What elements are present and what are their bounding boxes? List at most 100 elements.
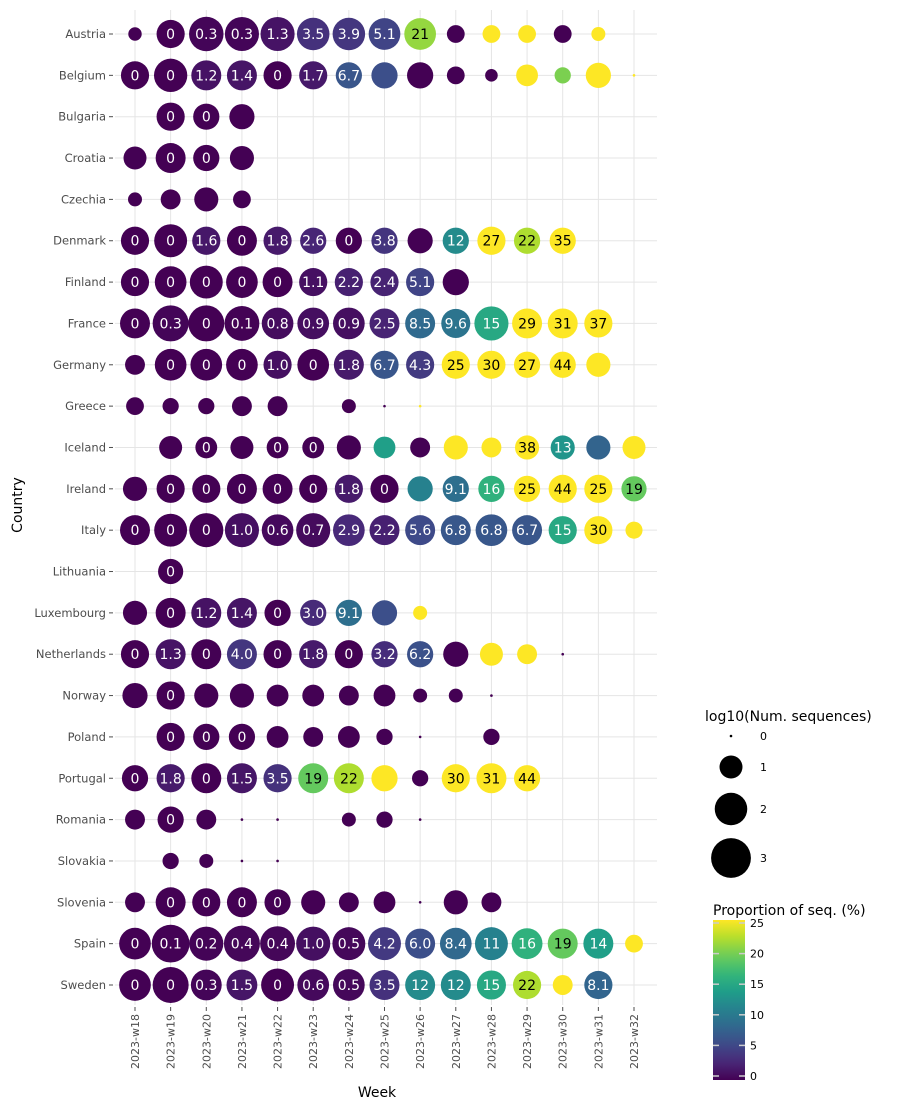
bubble (511, 928, 543, 960)
bubble (155, 597, 186, 628)
x-tick-label: 2023-w24 (343, 1014, 356, 1069)
bubble (485, 69, 498, 82)
bubble (371, 641, 398, 668)
bubble-label: 0 (131, 937, 140, 953)
bubble (297, 307, 330, 340)
bubble (154, 224, 188, 258)
bubble (125, 892, 145, 913)
bubble (371, 227, 398, 254)
bubble (156, 474, 185, 503)
bubble-label: 0.1 (231, 316, 253, 332)
bubble (376, 728, 393, 746)
bubble (226, 763, 257, 794)
bubble-label: 1.6 (195, 234, 217, 250)
size-legend-label: 2 (760, 803, 767, 816)
bubble (440, 970, 471, 1000)
bubble (407, 476, 433, 502)
bubble-label: 0.7 (302, 523, 324, 539)
bubble-label: 2.5 (373, 316, 395, 332)
bubble-label: 0 (202, 151, 211, 167)
x-tick-label: 2023-w28 (485, 1014, 498, 1069)
size-legend-circle (711, 838, 751, 878)
y-tick-label: France (68, 316, 106, 330)
bubble-label: 1.2 (195, 68, 217, 84)
bubble (226, 597, 257, 628)
bubble (481, 892, 502, 913)
bubble (439, 927, 472, 960)
bubble (198, 397, 215, 415)
y-tick-label: Iceland (64, 440, 106, 454)
bubble (228, 723, 256, 751)
size-legend-label: 0 (760, 730, 767, 743)
bubble (128, 27, 142, 41)
bubble (192, 888, 221, 917)
bubble (583, 928, 614, 959)
bubble (333, 349, 364, 380)
bubble-label: 1.4 (231, 68, 253, 84)
bubble (478, 475, 505, 502)
bubble (475, 514, 508, 547)
bubble-label: 25 (447, 358, 465, 374)
bubble-label: 0 (131, 234, 140, 250)
bubble (299, 640, 328, 669)
bubble (554, 67, 571, 84)
bubble (120, 268, 150, 297)
bubble (548, 516, 577, 545)
x-tick-label: 2023-w21 (236, 1014, 249, 1069)
size-legend-title: log10(Num. sequences) (705, 709, 872, 725)
bubble-label: 15 (483, 316, 501, 332)
bubble-label: 0 (273, 68, 282, 84)
bubble-label: 0 (166, 482, 175, 498)
bubble-label: 37 (589, 316, 607, 332)
bubble (162, 397, 179, 415)
bubble-label: 0 (166, 895, 175, 911)
bubble (193, 723, 220, 751)
bubble (513, 351, 541, 378)
bubble-label: 9.6 (445, 316, 467, 332)
size-legend-circle (729, 734, 733, 738)
x-tick-label: 2023-w22 (272, 1014, 285, 1069)
bubble-label: 0.6 (266, 523, 288, 539)
bubble (299, 268, 328, 297)
bubble-label: 0 (202, 482, 211, 498)
bubble (120, 308, 150, 339)
bubble (483, 728, 500, 746)
bubble (276, 818, 279, 821)
bubble (199, 853, 214, 868)
bubble (369, 970, 400, 1000)
bubble (155, 639, 186, 670)
bubble-label: 25 (589, 482, 607, 498)
bubble (156, 722, 185, 751)
bubble (229, 145, 254, 171)
y-tick-label: Lithuania (53, 565, 106, 579)
bubble (260, 926, 296, 962)
bubble (476, 763, 507, 794)
bubble (159, 435, 183, 459)
bubble-label: 0 (166, 689, 175, 705)
size-legend-circle (714, 792, 748, 826)
bubble-label: 0.4 (231, 937, 253, 953)
bubble-label: 0 (202, 730, 211, 746)
y-tick-label: Denmark (53, 234, 106, 248)
bubble-label: 14 (589, 937, 607, 953)
bubble-label: 0 (202, 275, 211, 291)
bubble-label: 15 (554, 523, 572, 539)
bubble (120, 226, 150, 255)
bubble (264, 889, 291, 916)
bubble-label: 19 (304, 771, 322, 787)
bubble (407, 228, 433, 254)
bubble (189, 926, 224, 961)
bubble-label: 12 (411, 978, 429, 994)
color-legend-title: Proportion of seq. (%) (713, 903, 866, 919)
bubble (240, 859, 244, 863)
x-tick-label: 2023-w29 (521, 1014, 534, 1069)
bubble-label: 16 (518, 937, 536, 953)
bubble (156, 764, 185, 793)
bubble (368, 18, 401, 50)
bubble-label: 0.8 (266, 316, 288, 332)
bubble-label: 3.9 (338, 27, 360, 43)
bubble (155, 143, 186, 174)
y-tick-label: Slovakia (58, 854, 106, 868)
bubble (224, 16, 259, 52)
bubble-label: 1.3 (266, 27, 288, 43)
